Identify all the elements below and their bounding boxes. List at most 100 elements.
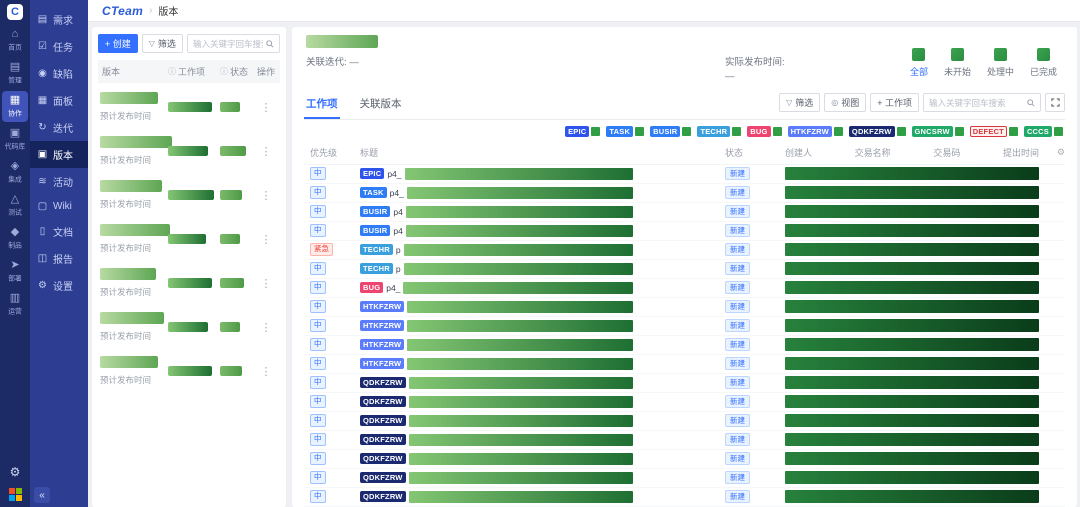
- rail-item-operations[interactable]: ▥ 运营: [2, 289, 28, 320]
- workitem-row[interactable]: 中 HTKFZRW 新建: [304, 317, 1065, 336]
- rail-item-home[interactable]: ⌂ 首页: [2, 25, 28, 56]
- sidebar-item-defects[interactable]: ◉ 缺陷: [30, 60, 88, 87]
- status-tag[interactable]: 新建: [725, 413, 750, 428]
- version-list-item[interactable]: 预计发布时间 ⋮: [98, 349, 280, 393]
- status-tag[interactable]: 新建: [725, 166, 750, 181]
- status-tag[interactable]: 新建: [725, 261, 750, 276]
- status-legend-item[interactable]: 未开始: [944, 48, 971, 78]
- status-tag[interactable]: 新建: [725, 337, 750, 352]
- workitem-row[interactable]: 中 QDKFZRW 新建: [304, 469, 1065, 488]
- workitem-row[interactable]: 中 HTKFZRW 新建: [304, 298, 1065, 317]
- workitem-row[interactable]: 中 QDKFZRW 新建: [304, 393, 1065, 412]
- version-more-button[interactable]: ⋮: [260, 189, 272, 202]
- status-tag[interactable]: 新建: [725, 356, 750, 371]
- workitem-row[interactable]: 中 HTKFZRW 新建: [304, 336, 1065, 355]
- status-legend-item[interactable]: 全部: [910, 48, 928, 78]
- workitem-row[interactable]: 中 TASK p4_ 新建: [304, 184, 1065, 203]
- status-tag[interactable]: 新建: [725, 470, 750, 485]
- sidebar-item-reports[interactable]: ◫ 报告: [30, 245, 88, 272]
- tab-related-versions[interactable]: 关联版本: [359, 97, 402, 110]
- status-tag[interactable]: 新建: [725, 223, 750, 238]
- type-legend-item[interactable]: CCCS: [1023, 125, 1063, 137]
- status-tag[interactable]: 新建: [725, 242, 750, 257]
- workitem-search[interactable]: [923, 93, 1041, 112]
- rail-item-integration[interactable]: ◈ 集成: [2, 157, 28, 188]
- workitem-row[interactable]: 中 QDKFZRW 新建: [304, 450, 1065, 469]
- rail-settings-icon[interactable]: ⚙: [9, 465, 21, 479]
- version-more-button[interactable]: ⋮: [260, 233, 272, 246]
- rail-item-manage[interactable]: ▤ 管理: [2, 58, 28, 89]
- workitem-search-input[interactable]: [929, 97, 1024, 108]
- type-legend-item[interactable]: BUSIR: [650, 125, 692, 137]
- workitem-row[interactable]: 中 BUG p4_ 新建: [304, 279, 1065, 298]
- sidebar-item-docs[interactable]: ▯ 文档: [30, 218, 88, 245]
- sidebar-item-wiki[interactable]: ▢ Wiki: [30, 195, 88, 218]
- sidebar-item-board[interactable]: ▦ 面板: [30, 87, 88, 114]
- status-tag[interactable]: 新建: [725, 204, 750, 219]
- status-legend-item[interactable]: 处理中: [987, 48, 1014, 78]
- type-legend-item[interactable]: GNCSRW: [911, 125, 964, 137]
- product-logo[interactable]: C: [7, 4, 23, 20]
- type-legend-item[interactable]: BUG: [747, 125, 782, 137]
- workitem-row[interactable]: 中 BUSIR p4 新建: [304, 203, 1065, 222]
- workitem-row[interactable]: 中 QDKFZRW 新建: [304, 374, 1065, 393]
- workitem-row[interactable]: 中 QDKFZRW 新建: [304, 488, 1065, 507]
- type-legend-item[interactable]: TECHR: [697, 125, 742, 137]
- status-tag[interactable]: 新建: [725, 318, 750, 333]
- version-more-button[interactable]: ⋮: [260, 145, 272, 158]
- rail-item-testing[interactable]: △ 测试: [2, 190, 28, 221]
- version-search[interactable]: [186, 34, 280, 53]
- workitem-row[interactable]: 中 HTKFZRW 新建: [304, 355, 1065, 374]
- status-tag[interactable]: 新建: [725, 394, 750, 409]
- version-more-button[interactable]: ⋮: [260, 321, 272, 334]
- collapse-sidebar-button[interactable]: «: [34, 487, 50, 503]
- status-tag[interactable]: 新建: [725, 299, 750, 314]
- status-tag[interactable]: 新建: [725, 489, 750, 504]
- sidebar-item-versions[interactable]: ▣ 版本: [30, 141, 88, 168]
- status-tag[interactable]: 新建: [725, 432, 750, 447]
- sidebar-item-requirements[interactable]: ▤ 需求: [30, 6, 88, 33]
- type-legend-item[interactable]: TASK: [606, 125, 645, 137]
- type-legend-item[interactable]: HTKFZRW: [787, 125, 843, 137]
- view-button[interactable]: ◎ 视图: [824, 93, 867, 112]
- workitem-row[interactable]: 中 TECHR p 新建: [304, 260, 1065, 279]
- type-legend-item[interactable]: QDKFZRW: [848, 125, 906, 137]
- version-list-item[interactable]: 预计发布时间 ⋮: [98, 173, 280, 217]
- version-search-input[interactable]: [192, 38, 263, 49]
- version-list-item[interactable]: 预计发布时间 ⋮: [98, 129, 280, 173]
- workitem-row[interactable]: 中 QDKFZRW 新建: [304, 431, 1065, 450]
- type-legend-item[interactable]: DEFECT: [969, 125, 1018, 137]
- expand-button[interactable]: [1045, 93, 1065, 112]
- version-more-button[interactable]: ⋮: [260, 365, 272, 378]
- workitem-row[interactable]: 中 EPIC p4_ 新建: [304, 165, 1065, 184]
- rail-item-artifacts[interactable]: ◆ 制品: [2, 223, 28, 254]
- type-legend-item[interactable]: EPIC: [565, 125, 601, 137]
- version-list-item[interactable]: 预计发布时间 ⋮: [98, 217, 280, 261]
- status-tag[interactable]: 新建: [725, 451, 750, 466]
- status-tag[interactable]: 新建: [725, 375, 750, 390]
- version-more-button[interactable]: ⋮: [260, 277, 272, 290]
- status-tag[interactable]: 新建: [725, 280, 750, 295]
- add-workitem-button[interactable]: + 工作项: [870, 93, 919, 112]
- workitem-row[interactable]: 中 QDKFZRW 新建: [304, 412, 1065, 431]
- status-tag[interactable]: 新建: [725, 185, 750, 200]
- version-list-item[interactable]: 预计发布时间 ⋮: [98, 261, 280, 305]
- table-settings-gear[interactable]: ⚙: [1056, 146, 1065, 157]
- version-filter-button[interactable]: ▽ 筛选: [141, 34, 183, 53]
- rail-item-deploy[interactable]: ➤ 部署: [2, 256, 28, 287]
- version-more-button[interactable]: ⋮: [260, 101, 272, 114]
- version-list-item[interactable]: 预计发布时间 ⋮: [98, 305, 280, 349]
- tab-workitems[interactable]: 工作项: [304, 91, 340, 119]
- workitem-row[interactable]: 中 BUSIR p4 新建: [304, 222, 1065, 241]
- sidebar-item-tasks[interactable]: ☑ 任务: [30, 33, 88, 60]
- workitem-filter-button[interactable]: ▽ 筛选: [779, 93, 821, 112]
- sidebar-item-settings[interactable]: ⚙ 设置: [30, 272, 88, 299]
- workitem-row[interactable]: 紧急 TECHR p 新建: [304, 241, 1065, 260]
- create-button[interactable]: + 创建: [98, 34, 138, 53]
- version-list-item[interactable]: 预计发布时间 ⋮: [98, 85, 280, 129]
- status-legend-item[interactable]: 已完成: [1030, 48, 1057, 78]
- sidebar-item-iterations[interactable]: ↻ 迭代: [30, 114, 88, 141]
- sidebar-item-activity[interactable]: ≋ 活动: [30, 168, 88, 195]
- rail-item-collaborate[interactable]: ▦ 协作: [2, 91, 28, 122]
- apps-grid-icon[interactable]: [8, 488, 22, 501]
